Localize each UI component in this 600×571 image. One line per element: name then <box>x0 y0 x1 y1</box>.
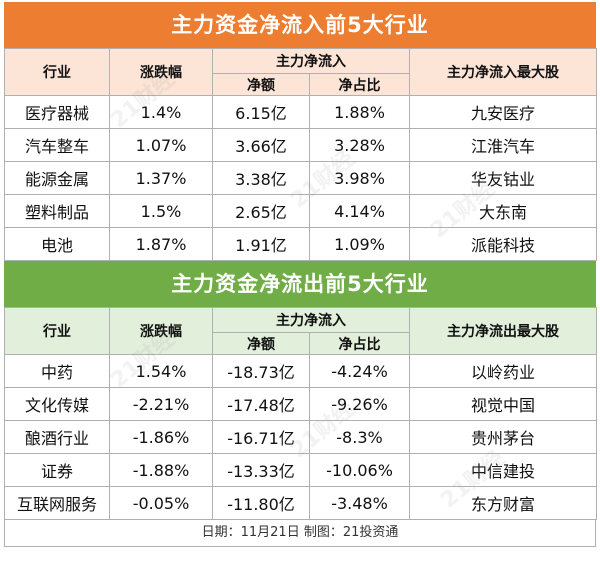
cell-change: 1.4% <box>109 95 213 129</box>
cell-change: 1.5% <box>109 194 213 228</box>
cell-stock: 视觉中国 <box>409 387 597 421</box>
cell-change: 1.07% <box>109 128 213 162</box>
cell-ratio: -3.48% <box>309 486 410 520</box>
cell-stock: 江淮汽车 <box>409 128 597 162</box>
cell-net: 3.66亿 <box>212 128 310 162</box>
header-change: 涨跌幅 <box>109 307 213 355</box>
cell-ratio: -8.3% <box>309 420 410 454</box>
table-row: 证券 -1.88% -13.33亿 -10.06% 中信建投 <box>4 453 597 487</box>
cell-stock: 中信建投 <box>409 453 597 487</box>
table-row: 酿酒行业 -1.86% -16.71亿 -8.3% 贵州茅台 <box>4 420 597 454</box>
table-row: 中药 1.54% -18.73亿 -4.24% 以岭药业 <box>4 354 597 388</box>
header-ratio: 净占比 <box>309 73 410 96</box>
header-net: 净额 <box>212 73 310 96</box>
cell-change: 1.54% <box>109 354 213 388</box>
header-industry: 行业 <box>4 307 110 355</box>
table-row: 能源金属 1.37% 3.38亿 3.98% 华友钴业 <box>4 161 597 195</box>
table-row: 塑料制品 1.5% 2.65亿 4.14% 大东南 <box>4 194 597 228</box>
cell-net: 2.65亿 <box>212 194 310 228</box>
cell-industry: 酿酒行业 <box>4 420 110 454</box>
table-row: 互联网服务 -0.05% -11.80亿 -3.48% 东方财富 <box>4 486 597 520</box>
outflow-table: 行业 涨跌幅 主力净流入 主力净流出最大股 净额 净占比 中药 1.54% -1… <box>4 307 597 520</box>
cell-change: -0.05% <box>109 486 213 520</box>
cell-net: -13.33亿 <box>212 453 310 487</box>
table-row: 医疗器械 1.4% 6.15亿 1.88% 九安医疗 <box>4 95 597 129</box>
cell-net: -17.48亿 <box>212 387 310 421</box>
header-change: 涨跌幅 <box>109 48 213 96</box>
cell-net: -11.80亿 <box>212 486 310 520</box>
cell-change: 1.37% <box>109 161 213 195</box>
cell-change: -1.86% <box>109 420 213 454</box>
cell-net: -18.73亿 <box>212 354 310 388</box>
cell-stock: 以岭药业 <box>409 354 597 388</box>
cell-ratio: 3.98% <box>309 161 410 195</box>
table-row: 电池 1.87% 1.91亿 1.09% 派能科技 <box>4 227 597 261</box>
cell-industry: 能源金属 <box>4 161 110 195</box>
cell-industry: 证券 <box>4 453 110 487</box>
cell-stock: 大东南 <box>409 194 597 228</box>
header-net: 净额 <box>212 332 310 355</box>
header-flow-group: 主力净流入 <box>212 48 410 74</box>
header-industry: 行业 <box>4 48 110 96</box>
cell-ratio: -9.26% <box>309 387 410 421</box>
cell-ratio: 3.28% <box>309 128 410 162</box>
cell-stock: 九安医疗 <box>409 95 597 129</box>
cell-industry: 中药 <box>4 354 110 388</box>
cell-change: 1.87% <box>109 227 213 261</box>
cell-stock: 东方财富 <box>409 486 597 520</box>
header-top-stock: 主力净流出最大股 <box>409 307 597 355</box>
header-ratio: 净占比 <box>309 332 410 355</box>
cell-industry: 医疗器械 <box>4 95 110 129</box>
table-row: 文化传媒 -2.21% -17.48亿 -9.26% 视觉中国 <box>4 387 597 421</box>
cell-net: -16.71亿 <box>212 420 310 454</box>
cell-stock: 华友钴业 <box>409 161 597 195</box>
header-flow-group: 主力净流入 <box>212 307 410 333</box>
table-row: 汽车整车 1.07% 3.66亿 3.28% 江淮汽车 <box>4 128 597 162</box>
report: 主力资金净流入前5大行业 行业 涨跌幅 主力净流入 主力净流入最大股 净额 净占… <box>4 2 597 547</box>
cell-industry: 互联网服务 <box>4 486 110 520</box>
cell-industry: 汽车整车 <box>4 128 110 162</box>
header-top-stock: 主力净流入最大股 <box>409 48 597 96</box>
cell-stock: 贵州茅台 <box>409 420 597 454</box>
cell-stock: 派能科技 <box>409 227 597 261</box>
cell-ratio: -10.06% <box>309 453 410 487</box>
cell-net: 6.15亿 <box>212 95 310 129</box>
inflow-table: 行业 涨跌幅 主力净流入 主力净流入最大股 净额 净占比 医疗器械 1.4% 6… <box>4 48 597 261</box>
cell-change: -2.21% <box>109 387 213 421</box>
cell-ratio: 1.88% <box>309 95 410 129</box>
cell-ratio: -4.24% <box>309 354 410 388</box>
cell-change: -1.88% <box>109 453 213 487</box>
cell-net: 3.38亿 <box>212 161 310 195</box>
cell-industry: 电池 <box>4 227 110 261</box>
cell-ratio: 1.09% <box>309 227 410 261</box>
cell-industry: 塑料制品 <box>4 194 110 228</box>
cell-industry: 文化传媒 <box>4 387 110 421</box>
outflow-title: 主力资金净流出前5大行业 <box>4 261 596 307</box>
cell-ratio: 4.14% <box>309 194 410 228</box>
footer-credit: 日期：11月21日 制图：21投资通 <box>4 520 596 547</box>
cell-net: 1.91亿 <box>212 227 310 261</box>
inflow-title: 主力资金净流入前5大行业 <box>4 2 596 48</box>
